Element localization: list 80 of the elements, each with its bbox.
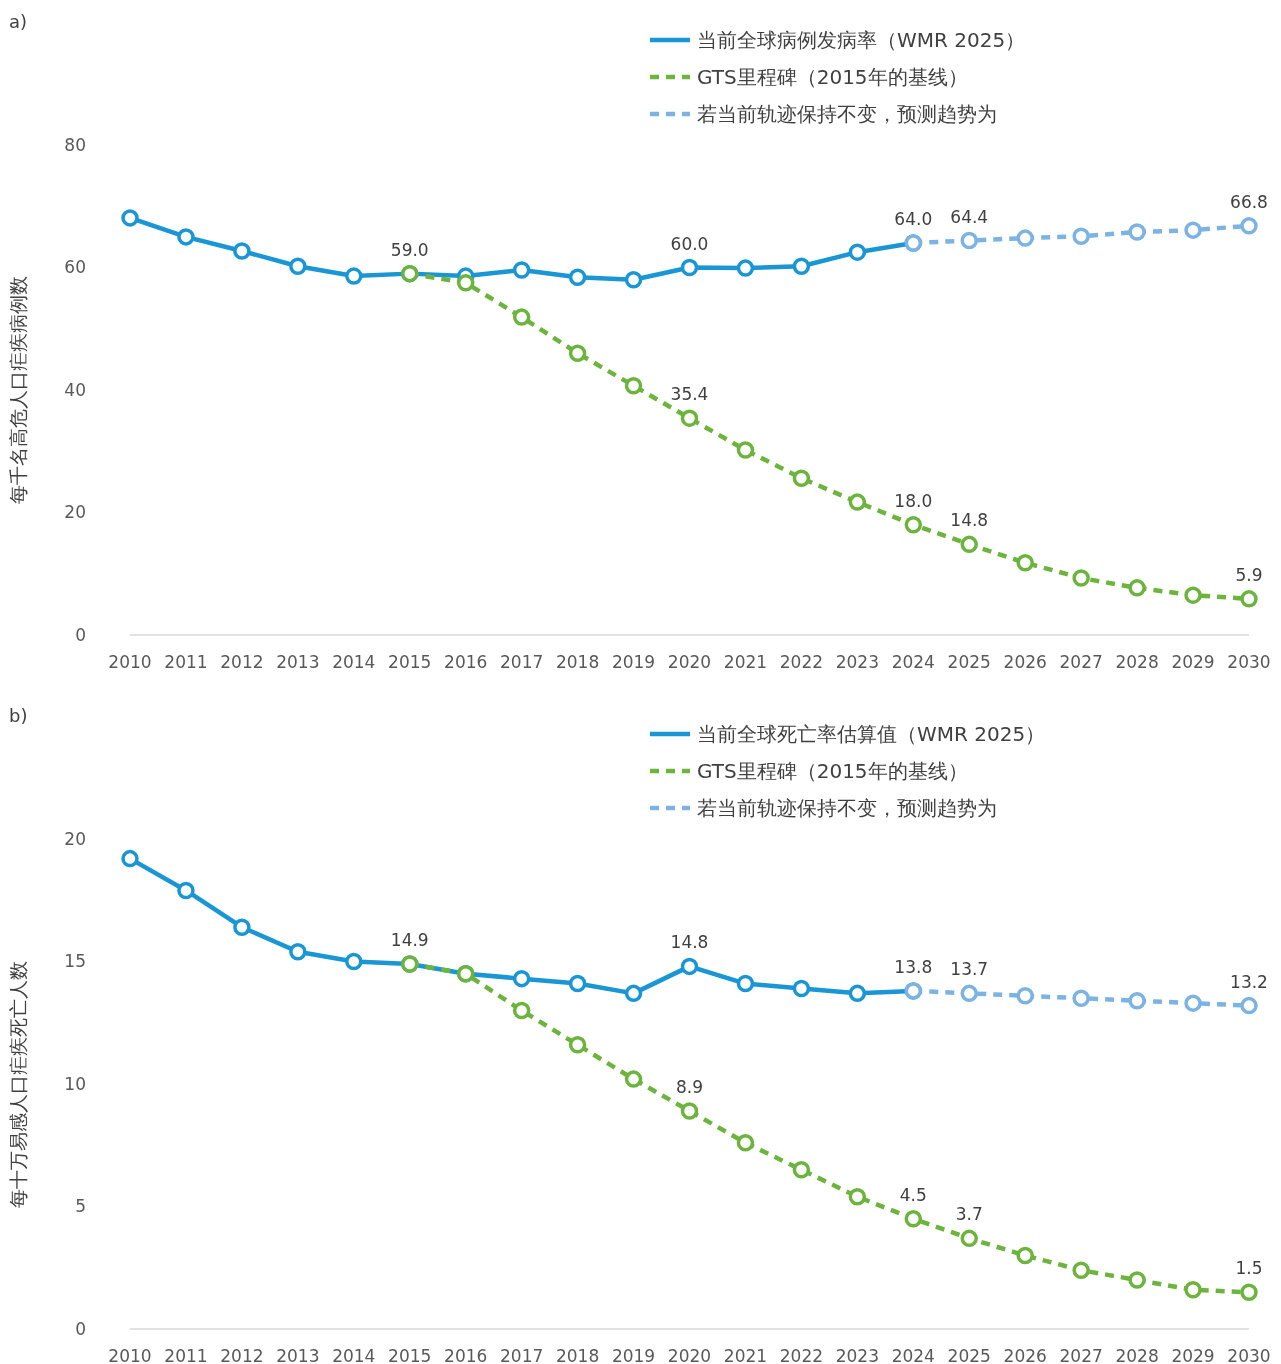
data-label: 4.5 xyxy=(899,1184,927,1205)
y-tick-label: 0 xyxy=(75,624,86,645)
data-label: 66.8 xyxy=(1230,191,1268,212)
data-label: 14.8 xyxy=(670,932,709,953)
x-tick-label: 2011 xyxy=(164,1346,208,1364)
data-label: 64.0 xyxy=(894,209,933,229)
x-tick-label: 2011 xyxy=(164,652,208,672)
x-tick-label: 2026 xyxy=(1003,1346,1047,1364)
x-tick-label: 2020 xyxy=(667,1346,712,1364)
legend-label: 若当前轨迹保持不变，预测趋势为 xyxy=(697,102,997,126)
x-tick-label: 2017 xyxy=(500,652,544,672)
y-tick-label: 60 xyxy=(64,257,86,278)
x-tick-label: 2019 xyxy=(611,652,656,672)
x-tick-label: 2030 xyxy=(1227,1346,1271,1364)
x-tick-label: 2015 xyxy=(388,652,432,672)
x-tick-label: 2013 xyxy=(276,652,320,672)
data-label: 3.7 xyxy=(955,1204,983,1225)
x-tick-label: 2027 xyxy=(1059,652,1103,672)
x-tick-label: 2010 xyxy=(108,652,152,672)
x-tick-label: 2025 xyxy=(947,1346,991,1364)
x-tick-label: 2018 xyxy=(555,652,600,672)
y-tick-label: 20 xyxy=(64,502,86,523)
data-label: 13.8 xyxy=(894,956,933,977)
data-label: 1.5 xyxy=(1235,1258,1263,1279)
text: a) xyxy=(9,11,28,32)
x-tick-label: 2029 xyxy=(1171,652,1215,672)
legend-label: GTS里程碑（2015年的基线） xyxy=(697,759,968,783)
y-tick-label: 40 xyxy=(64,379,86,400)
y-tick-label: 15 xyxy=(64,951,86,972)
data-label: 59.0 xyxy=(390,239,429,260)
y-axis-title: 每十万易感人口疟疾死亡人数 xyxy=(7,960,29,1208)
x-tick-label: 2016 xyxy=(444,652,488,672)
legend-label: 若当前轨迹保持不变，预测趋势为 xyxy=(697,796,997,820)
x-tick-label: 2020 xyxy=(667,652,712,672)
data-label: 13.7 xyxy=(950,959,989,980)
y-tick-label: 5 xyxy=(75,1196,86,1217)
data-label: 35.4 xyxy=(670,384,709,405)
y-tick-label: 20 xyxy=(64,828,86,849)
data-label: 13.2 xyxy=(1230,971,1268,992)
x-tick-label: 2026 xyxy=(1003,652,1047,672)
y-tick-label: 10 xyxy=(64,1073,86,1094)
x-tick-label: 2019 xyxy=(611,1346,656,1364)
x-tick-label: 2022 xyxy=(779,1346,824,1364)
x-tick-label: 2014 xyxy=(332,1346,376,1364)
x-tick-label: 2016 xyxy=(444,1346,488,1364)
data-label: 14.8 xyxy=(950,510,989,531)
text: b) xyxy=(9,705,28,726)
y-tick-label: 80 xyxy=(64,134,86,155)
data-label: 64.4 xyxy=(950,206,989,227)
x-tick-label: 2012 xyxy=(220,652,264,672)
x-tick-label: 2024 xyxy=(891,1346,935,1364)
x-tick-label: 2023 xyxy=(835,652,879,672)
data-label: 5.9 xyxy=(1235,564,1263,585)
x-tick-label: 2024 xyxy=(891,652,935,672)
legend-label: 当前全球病例发病率（WMR 2025） xyxy=(697,28,1026,52)
x-tick-label: 2021 xyxy=(723,652,768,672)
legend-label: GTS里程碑（2015年的基线） xyxy=(697,65,968,89)
x-tick-label: 2023 xyxy=(835,1346,879,1364)
x-tick-label: 2012 xyxy=(220,1346,264,1364)
data-label: 8.9 xyxy=(675,1076,704,1097)
x-tick-label: 2013 xyxy=(276,1346,320,1364)
data-label: 14.9 xyxy=(390,929,429,950)
x-tick-label: 2025 xyxy=(947,652,991,672)
data-label: 60.0 xyxy=(670,233,709,254)
x-tick-label: 2018 xyxy=(555,1346,600,1364)
y-axis-title: 每千名高危人口疟疾病例数 xyxy=(7,276,29,504)
x-tick-label: 2017 xyxy=(500,1346,544,1364)
x-tick-label: 2014 xyxy=(332,652,376,672)
x-tick-label: 2029 xyxy=(1171,1346,1215,1364)
y-tick-label: 0 xyxy=(75,1318,86,1339)
x-tick-label: 2022 xyxy=(779,652,824,672)
x-tick-label: 2015 xyxy=(388,1346,432,1364)
x-tick-label: 2030 xyxy=(1227,652,1271,672)
x-tick-label: 2028 xyxy=(1115,1346,1159,1364)
x-tick-label: 2027 xyxy=(1059,1346,1103,1364)
x-tick-label: 2010 xyxy=(108,1346,152,1364)
x-tick-label: 2021 xyxy=(723,1346,768,1364)
x-tick-label: 2028 xyxy=(1115,652,1159,672)
data-label: 18.0 xyxy=(894,490,933,511)
legend-label: 当前全球死亡率估算值（WMR 2025） xyxy=(697,722,1046,746)
